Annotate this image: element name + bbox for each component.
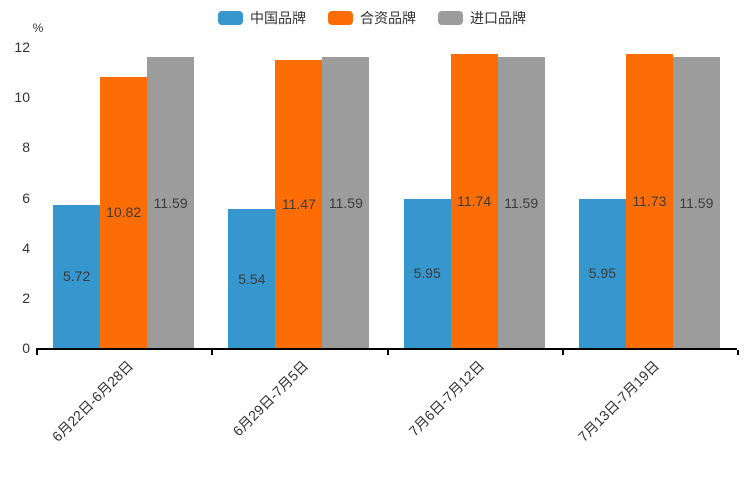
legend-marker-icon (438, 11, 463, 25)
bar-value-label: 11.59 (328, 194, 363, 211)
bar-value-label: 10.82 (106, 204, 142, 221)
bar-value-label: 11.59 (504, 194, 539, 211)
bar-value-label: 11.74 (457, 192, 492, 209)
bar-value-label: 5.95 (413, 265, 441, 282)
bar-1-category-2 (228, 209, 276, 348)
y-tick-label: 2 (22, 289, 30, 306)
legend-item-series-2[interactable]: 合资品牌 (328, 8, 416, 28)
y-tick-label: 6 (22, 189, 30, 206)
bar-1-category-3 (403, 198, 451, 348)
bar-3-category-4 (672, 57, 720, 348)
legend-item-series-3[interactable]: 进口品牌 (438, 8, 526, 28)
bar-2-category-3 (450, 53, 498, 348)
legend-item-label: 进口品牌 (470, 10, 526, 26)
x-category-label: 7月13日-7月19日 (574, 357, 663, 445)
bar-3-category-1 (147, 57, 195, 348)
bar-2-category-2 (275, 60, 323, 348)
bar-3-category-2 (322, 57, 370, 348)
y-tick-label: 4 (22, 239, 30, 256)
x-axis-tick (561, 350, 564, 355)
x-axis-tick (386, 350, 389, 355)
y-tick-label: 12 (14, 39, 30, 55)
legend-marker-icon (218, 11, 243, 25)
bar-1-category-1 (53, 204, 101, 348)
legend: 中国品牌 合资品牌 进口品牌 (0, 8, 744, 28)
bar-2-category-1 (100, 76, 148, 348)
legend-item-label: 合资品牌 (360, 10, 416, 26)
x-axis-tick (36, 350, 38, 355)
bar-value-label: 11.47 (281, 196, 316, 213)
bar-1-category-4 (578, 198, 626, 348)
legend-item-series-1[interactable]: 中国品牌 (218, 8, 306, 28)
legend-marker-icon (328, 11, 353, 25)
y-axis-unit-label: % (32, 21, 44, 35)
x-category-label: 6月29日-7月5日 (229, 357, 312, 440)
bar-3-category-3 (497, 57, 545, 348)
bar-value-label: 11.73 (632, 192, 667, 209)
bar-value-label: 11.59 (153, 194, 188, 211)
bar-value-label: 11.59 (679, 194, 714, 211)
x-category-label: 6月22日-6月28日 (49, 357, 137, 445)
x-axis-line (36, 348, 737, 350)
y-tick-label: 10 (14, 89, 30, 106)
x-axis-tick (211, 350, 214, 355)
y-tick-label: 8 (22, 139, 30, 156)
bar-value-label: 5.54 (238, 270, 266, 287)
x-axis-tick (737, 350, 739, 355)
y-tick-label: 0 (22, 340, 30, 356)
bar-2-category-4 (625, 53, 673, 348)
x-category-label: 7月6日-7月12日 (405, 357, 487, 440)
bar-value-label: 5.72 (63, 268, 91, 285)
bar-value-label: 5.95 (588, 265, 616, 282)
legend-item-label: 中国品牌 (250, 10, 306, 26)
